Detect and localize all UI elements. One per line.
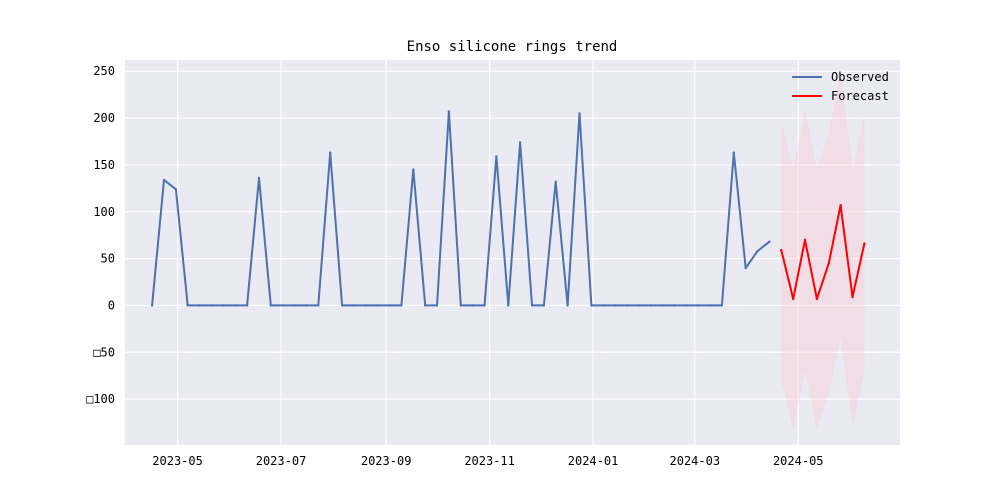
legend-label-forecast: Forecast	[831, 89, 889, 103]
data-point-observed	[447, 110, 451, 113]
y-tick-label: 150	[93, 158, 115, 172]
data-point-observed	[400, 304, 403, 307]
x-tick-label: 2023-09	[361, 454, 412, 468]
chart-title: Enso silicone rings trend	[407, 39, 618, 55]
x-tick-label: 2023-07	[256, 454, 307, 468]
data-point-forecast	[792, 297, 795, 301]
y-tick-label: □50	[93, 345, 115, 359]
data-point-observed	[708, 304, 712, 307]
y-axis-tick-labels: 250 200 150 100 50 0 □50 □100	[86, 64, 115, 406]
data-point-observed	[744, 266, 747, 270]
data-point-observed	[222, 304, 225, 307]
data-point-observed	[732, 151, 735, 154]
data-point-observed	[697, 304, 700, 307]
data-point-observed	[293, 304, 296, 307]
x-tick-label: 2024-01	[568, 454, 619, 468]
data-point-observed	[590, 304, 593, 307]
data-point-observed	[281, 304, 284, 307]
series-lines	[150, 110, 866, 307]
legend-label-observed: Observed	[831, 70, 889, 84]
data-point-observed	[388, 304, 391, 307]
data-point-observed	[602, 304, 605, 307]
data-point-forecast	[863, 242, 866, 245]
data-point-observed	[329, 151, 332, 154]
data-point-observed	[162, 178, 166, 182]
legend: Observed Forecast	[792, 70, 889, 103]
data-point-observed	[756, 249, 759, 253]
series-line-forecast	[780, 204, 866, 300]
data-point-observed	[685, 304, 688, 307]
data-point-observed	[269, 304, 272, 307]
y-tick-label: 0	[108, 298, 115, 312]
y-tick-label: 50	[101, 252, 115, 266]
data-point-forecast	[803, 238, 807, 242]
data-point-observed	[352, 304, 356, 307]
data-point-forecast	[780, 249, 783, 252]
x-axis-tick-labels: 2023-05 2023-07 2023-09 2023-11 2024-01 2024-…	[152, 454, 823, 468]
y-tick-label: 200	[93, 111, 115, 125]
data-point-observed	[174, 188, 178, 191]
data-point-observed	[518, 141, 522, 144]
data-point-observed	[210, 304, 213, 307]
data-point-observed	[661, 304, 664, 307]
data-point-observed	[649, 304, 652, 307]
data-point-observed	[554, 180, 557, 183]
x-tick-label: 2024-05	[773, 454, 824, 468]
data-point-observed	[768, 240, 771, 243]
data-point-observed	[673, 304, 676, 307]
data-point-forecast	[827, 262, 830, 265]
x-tick-label: 2023-05	[152, 454, 203, 468]
data-point-observed	[530, 304, 534, 307]
data-point-observed	[412, 168, 415, 171]
forecast-interval-band	[781, 72, 865, 430]
data-point-observed	[720, 304, 724, 307]
y-tick-label: 100	[93, 205, 115, 219]
y-tick-label: 250	[93, 64, 115, 78]
data-point-observed	[376, 304, 379, 307]
data-point-forecast	[851, 295, 854, 299]
y-tick-label: □100	[86, 392, 115, 406]
data-point-observed	[424, 304, 427, 307]
data-point-observed	[364, 304, 367, 307]
data-point-observed	[305, 304, 308, 307]
data-point-observed	[150, 304, 154, 307]
data-point-observed	[234, 304, 237, 307]
data-point-observed	[459, 304, 462, 307]
data-point-observed	[507, 304, 510, 307]
data-point-observed	[578, 112, 581, 115]
data-point-observed	[435, 304, 439, 307]
data-point-observed	[613, 304, 617, 307]
data-point-observed	[317, 304, 320, 307]
data-point-observed	[257, 176, 261, 180]
x-tick-label: 2024-03	[670, 454, 721, 468]
data-point-observed	[495, 155, 498, 158]
data-point-observed	[471, 304, 474, 307]
x-tick-label: 2023-11	[464, 454, 515, 468]
data-point-observed	[340, 304, 344, 307]
data-point-observed	[542, 304, 546, 307]
data-point-observed	[245, 304, 249, 307]
data-point-observed	[637, 304, 640, 307]
data-point-observed	[483, 304, 486, 307]
data-point-observed	[198, 304, 201, 307]
data-point-observed	[186, 304, 189, 307]
data-point-forecast	[839, 204, 842, 207]
data-point-observed	[566, 304, 569, 307]
data-point-observed	[625, 304, 629, 307]
forecast-interval-area	[781, 72, 865, 430]
data-point-forecast	[815, 297, 819, 301]
